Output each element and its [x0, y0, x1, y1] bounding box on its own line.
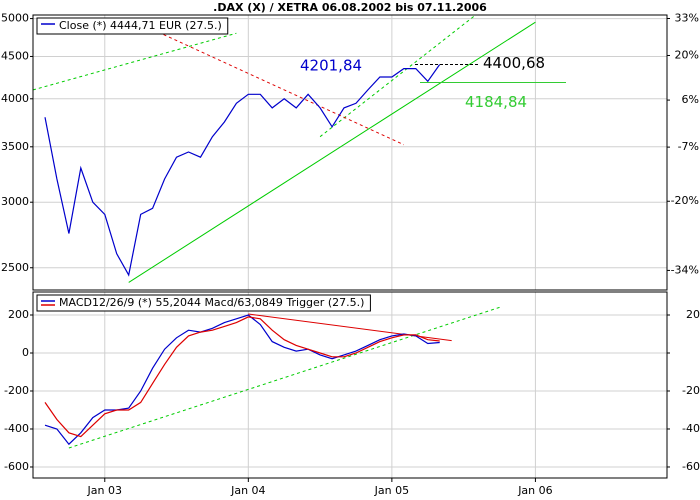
line-series [44, 64, 441, 277]
annotation: 4400,68 [483, 54, 545, 72]
line-series [44, 314, 440, 446]
y-tick-label: 5000 [1, 12, 29, 25]
y-tick-label: -400 [4, 422, 29, 435]
legend-label: Close (*) 4444,71 EUR (27.5.) [59, 19, 222, 32]
y-tick-label: -200 [4, 384, 29, 397]
annotation: 4184,84 [465, 93, 527, 111]
y-tick-label: 0 [22, 346, 29, 359]
y2-tick-label: 200 [686, 308, 700, 321]
y2-tick-label: -34% [671, 263, 699, 276]
legend-box [36, 294, 371, 312]
y2-tick-label: -200 [682, 384, 700, 397]
annotation: 4201,84 [300, 57, 362, 75]
y-tick-label: 4000 [1, 92, 29, 105]
y-tick-label: 2500 [1, 261, 29, 274]
legend: MACD12/26/9 (*) 55,2044 Macd/63,0849 Tri… [36, 294, 371, 312]
legend-label: MACD12/26/9 (*) 55,2044 Macd/63,0849 Tri… [59, 296, 364, 309]
y-tick-label: -600 [4, 460, 29, 473]
y2-tick-label: -20% [671, 194, 699, 207]
y2-tick-label: -600 [682, 460, 700, 473]
y2-tick-label: 20% [675, 48, 699, 61]
x-tick-label: Jan 03 [87, 484, 122, 497]
y-tick-label: 200 [8, 308, 29, 321]
panel-border [32, 291, 668, 479]
y2-tick-label: -7% [678, 140, 699, 153]
trend-line [128, 21, 536, 283]
legend: Close (*) 4444,71 EUR (27.5.) [36, 17, 229, 35]
line-series [44, 316, 440, 438]
y-tick-label: 3500 [1, 140, 29, 153]
x-tick-label: Jan 04 [230, 484, 265, 497]
trend-line [319, 14, 476, 138]
y-tick-label: 3000 [1, 195, 29, 208]
x-tick-label: Jan 06 [517, 484, 552, 497]
chart-title: .DAX (X) / XETRA 06.08.2002 bis 07.11.20… [213, 1, 487, 14]
y2-tick-label: 6% [682, 93, 699, 106]
panel-border [32, 14, 668, 291]
trend-line [152, 29, 405, 146]
y-tick-label: 4500 [1, 49, 29, 62]
trend-line [32, 32, 237, 91]
y2-tick-label: -400 [682, 422, 700, 435]
y2-tick-label: 33% [675, 11, 699, 24]
x-tick-label: Jan 05 [374, 484, 409, 497]
legend-box [36, 17, 229, 35]
plot-area [33, 292, 667, 478]
